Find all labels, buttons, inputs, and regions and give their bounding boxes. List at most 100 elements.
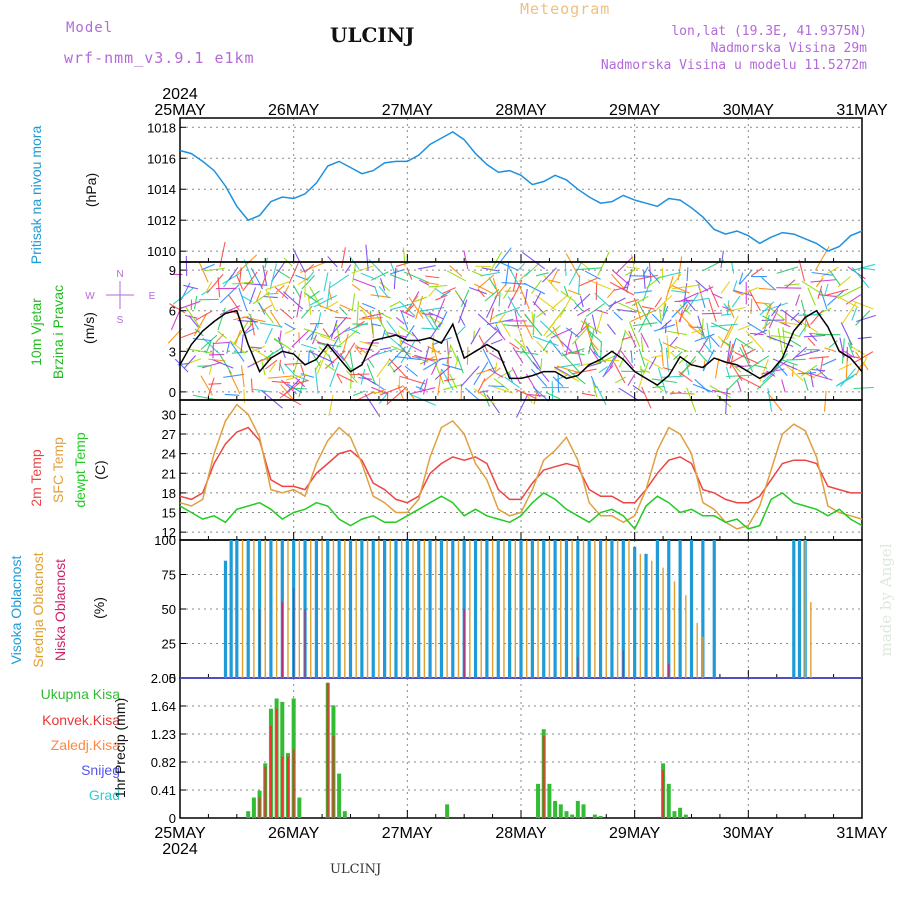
cloud-bar-1 <box>548 540 551 678</box>
wind-barb <box>687 324 705 338</box>
wind-barb <box>463 250 469 270</box>
cloud-bar-0 <box>542 540 546 678</box>
wind-barb <box>295 379 309 385</box>
wind-barb <box>251 346 262 349</box>
precip-bar-0 <box>683 814 688 818</box>
year-label-top: 2024 <box>162 86 198 103</box>
y-tick-label: 75 <box>162 568 176 583</box>
wind-barb <box>641 306 655 310</box>
y-tick-label: 0 <box>169 671 176 686</box>
wind-barb <box>568 262 582 286</box>
wind-barb <box>428 284 448 288</box>
wind-barb <box>535 309 547 318</box>
cloud-bar-1 <box>662 567 664 678</box>
wind-barb <box>567 369 586 385</box>
wind-barb <box>706 322 712 349</box>
wind-barb <box>318 304 339 314</box>
wind-barb <box>613 311 623 321</box>
wind-barb <box>398 300 416 317</box>
precip-bar-0 <box>342 811 347 818</box>
wind-barb <box>192 394 218 401</box>
wind-barb <box>283 363 295 375</box>
cloud-bar-1 <box>804 540 806 678</box>
day-label-bottom: 29MAY <box>609 825 661 842</box>
station-title: ULCINJ <box>330 23 415 47</box>
wind-barb <box>750 267 763 277</box>
wind-barb <box>697 315 705 338</box>
wind-barb <box>478 334 489 353</box>
wind-barb <box>262 265 267 285</box>
wind-barb <box>354 346 363 356</box>
wind-barb <box>180 330 200 339</box>
wind-barb <box>781 309 803 326</box>
wind-barb <box>390 303 413 311</box>
wind-barb <box>603 354 616 376</box>
wind-barb <box>810 279 837 283</box>
cloud-bar-0 <box>246 540 250 678</box>
wind-barb <box>556 365 581 374</box>
wind-barb <box>762 321 771 330</box>
wind-barb <box>745 355 770 372</box>
wind-barb <box>400 341 416 364</box>
wind-barb <box>470 327 481 345</box>
wind-barb <box>314 367 319 394</box>
wind-barb <box>464 387 480 401</box>
wind-barb <box>315 360 322 370</box>
wind-barb <box>856 314 876 323</box>
wind-barb <box>539 320 560 340</box>
cloud-bar-1 <box>525 540 528 678</box>
wind-barb <box>411 331 421 344</box>
wind-barb <box>269 263 278 290</box>
wind-barb <box>358 377 373 380</box>
y-tick-label: 1018 <box>147 120 176 135</box>
y-tick-label: 27 <box>162 427 176 442</box>
precip-bar-1 <box>281 756 284 818</box>
wind-barb <box>228 294 240 311</box>
wind-barb <box>766 391 783 412</box>
wind-barb <box>206 281 213 292</box>
wind-barb <box>565 253 580 278</box>
wind-barb <box>570 352 585 356</box>
wind-barb <box>268 363 276 373</box>
precip-bar-0 <box>337 773 342 818</box>
cloud-bar-1 <box>355 540 357 678</box>
wind-barb <box>840 322 853 346</box>
wind-barb <box>784 279 796 289</box>
wind-barb <box>488 385 505 388</box>
wind-barb <box>494 326 506 341</box>
day-label-bottom: 30MAY <box>723 825 775 842</box>
wind-barb <box>711 322 729 332</box>
wind-barb <box>720 324 733 349</box>
wind-barb <box>379 347 392 351</box>
cloud-bar-1 <box>378 540 380 678</box>
wind-barb <box>469 286 487 295</box>
cloud-bar-0 <box>428 540 432 678</box>
wind-barb <box>304 263 315 274</box>
wind-barb <box>576 267 603 271</box>
wind-barb <box>328 289 333 301</box>
wind-barb <box>342 333 349 352</box>
wind-barb <box>285 373 307 381</box>
wind-barb <box>333 326 351 340</box>
wind-barb <box>446 270 467 282</box>
wind-barb <box>395 316 405 325</box>
wind-barb <box>725 366 731 380</box>
wind-barb <box>678 371 693 383</box>
wind-barb <box>326 281 331 309</box>
precip-bar-1 <box>332 736 335 818</box>
compass-rose: N S W E <box>85 269 155 326</box>
wind-barb <box>803 334 826 338</box>
wind-barb <box>286 383 303 394</box>
wind-barb <box>642 278 652 302</box>
wind-barb <box>278 359 282 371</box>
wind-barb <box>435 294 448 301</box>
precip-bar-1 <box>542 736 545 818</box>
cloud-bar-0 <box>229 540 233 678</box>
wind-barb <box>758 287 776 291</box>
wind-barb <box>504 376 520 389</box>
wind-barb <box>219 241 226 268</box>
wind-barb <box>838 363 852 371</box>
wind-barb <box>301 343 317 350</box>
wind-barb <box>250 378 253 393</box>
cloud-bar-0 <box>508 540 512 678</box>
